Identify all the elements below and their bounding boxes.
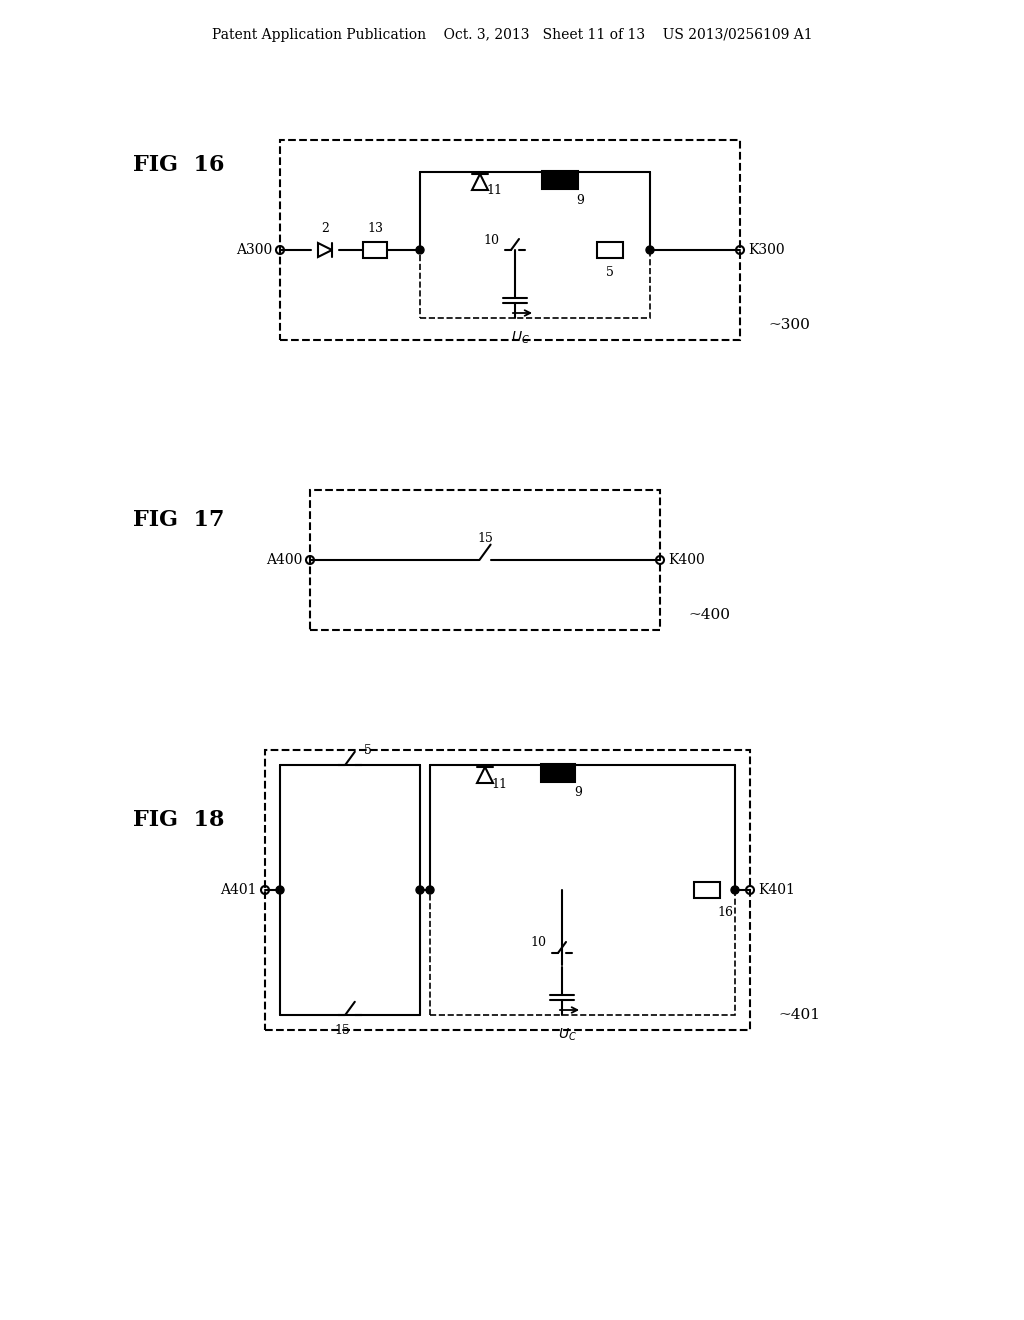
Circle shape bbox=[416, 246, 424, 253]
Text: 5: 5 bbox=[365, 744, 372, 758]
Text: A400: A400 bbox=[265, 553, 302, 568]
Text: A300: A300 bbox=[236, 243, 272, 257]
Circle shape bbox=[276, 886, 284, 894]
Text: 11: 11 bbox=[490, 779, 507, 792]
Text: K300: K300 bbox=[748, 243, 784, 257]
Text: FIG  16: FIG 16 bbox=[133, 154, 224, 176]
Text: K401: K401 bbox=[758, 883, 795, 898]
Text: 10: 10 bbox=[483, 234, 499, 247]
Text: ~400: ~400 bbox=[688, 609, 730, 622]
Text: 11: 11 bbox=[486, 183, 502, 197]
Text: 9: 9 bbox=[577, 194, 584, 206]
Text: 9: 9 bbox=[574, 787, 582, 800]
Circle shape bbox=[426, 886, 434, 894]
Text: 15: 15 bbox=[334, 1024, 350, 1038]
Text: 15: 15 bbox=[477, 532, 493, 544]
Text: FIG  17: FIG 17 bbox=[133, 510, 224, 531]
Text: 5: 5 bbox=[606, 265, 614, 279]
Text: A401: A401 bbox=[220, 883, 257, 898]
Text: $U_C$: $U_C$ bbox=[557, 1027, 577, 1043]
Polygon shape bbox=[542, 172, 578, 189]
Text: 13: 13 bbox=[367, 222, 383, 235]
Circle shape bbox=[731, 886, 739, 894]
Circle shape bbox=[416, 886, 424, 894]
Text: Patent Application Publication    Oct. 3, 2013   Sheet 11 of 13    US 2013/02561: Patent Application Publication Oct. 3, 2… bbox=[212, 28, 812, 42]
Text: 16: 16 bbox=[717, 906, 733, 919]
Text: $U_C$: $U_C$ bbox=[511, 330, 529, 346]
Text: K400: K400 bbox=[668, 553, 705, 568]
Text: ~401: ~401 bbox=[778, 1008, 820, 1022]
Circle shape bbox=[646, 246, 654, 253]
Polygon shape bbox=[541, 764, 575, 781]
Text: FIG  18: FIG 18 bbox=[133, 809, 224, 832]
Text: 10: 10 bbox=[530, 936, 546, 949]
Text: ~300: ~300 bbox=[768, 318, 810, 333]
Text: 2: 2 bbox=[322, 222, 329, 235]
